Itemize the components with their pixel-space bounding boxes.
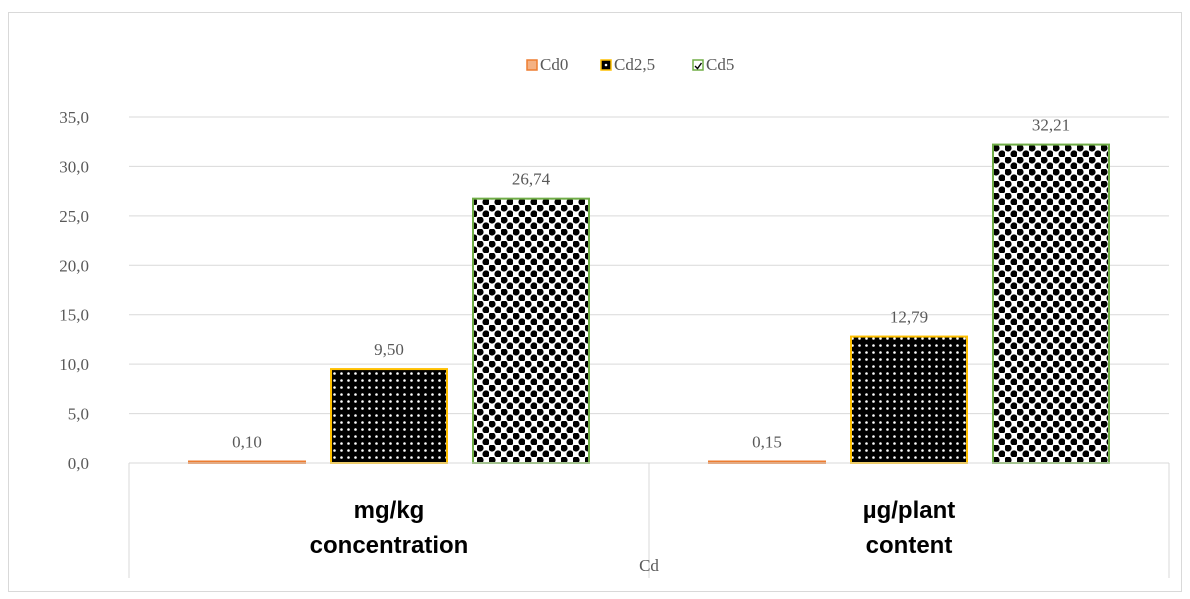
y-tick-label: 30,0 (59, 157, 89, 176)
legend-item-cd5: Cd5 (692, 55, 734, 74)
data-label: 9,50 (374, 340, 404, 359)
legend-item-cd2-5: Cd2,5 (600, 55, 655, 74)
legend-label: Cd2,5 (614, 55, 655, 74)
y-tick-label: 15,0 (59, 306, 89, 325)
legend-swatch (526, 59, 538, 71)
legend-swatch-mark (694, 62, 703, 70)
bar-cd2-5-1 (330, 368, 448, 465)
bars (188, 143, 1110, 465)
category-label: concentration (310, 532, 469, 559)
y-tick-label: 25,0 (59, 207, 89, 226)
data-labels: 0,10 0,15 9,50 12,79 26,74 32,21 (232, 116, 1070, 452)
data-label: 32,21 (1032, 116, 1070, 135)
category-label: mg/kg (354, 497, 425, 524)
bar-cd5-1 (472, 197, 590, 464)
bar-cd5-2 (992, 143, 1110, 464)
data-label: 0,15 (752, 433, 782, 452)
legend: Cd0 Cd2,5 Cd5 (526, 55, 734, 74)
category-label: µg/plant (863, 497, 955, 524)
legend-label: Cd5 (706, 55, 734, 74)
category-label: content (866, 532, 953, 559)
y-tick-label: 0,0 (68, 454, 89, 473)
y-tick-label: 35,0 (59, 108, 89, 127)
legend-swatch-mark (604, 63, 608, 67)
y-tick-label: 5,0 (68, 405, 89, 424)
gridlines (129, 116, 1169, 464)
chart-frame: 0,0 5,0 10,0 15,0 20,0 25,0 30,0 35,0 0,10 0,15 9… (8, 12, 1182, 592)
bar-cd2-5-2 (850, 335, 968, 464)
data-label: 12,79 (890, 308, 928, 327)
x-axis: mg/kg concentration µg/plant content Cd (128, 462, 1170, 578)
data-label: 26,74 (512, 170, 551, 189)
legend-label: Cd0 (540, 55, 568, 74)
legend-swatch (692, 59, 704, 71)
y-tick-label: 20,0 (59, 256, 89, 275)
bar-chart: 0,0 5,0 10,0 15,0 20,0 25,0 30,0 35,0 0,10 0,15 9… (59, 55, 1170, 578)
x-axis-title: Cd (639, 556, 659, 575)
y-tick-label: 10,0 (59, 355, 89, 374)
data-label: 0,10 (232, 433, 262, 452)
legend-item-cd0: Cd0 (526, 55, 568, 74)
y-axis: 0,0 5,0 10,0 15,0 20,0 25,0 30,0 35,0 (59, 108, 89, 473)
